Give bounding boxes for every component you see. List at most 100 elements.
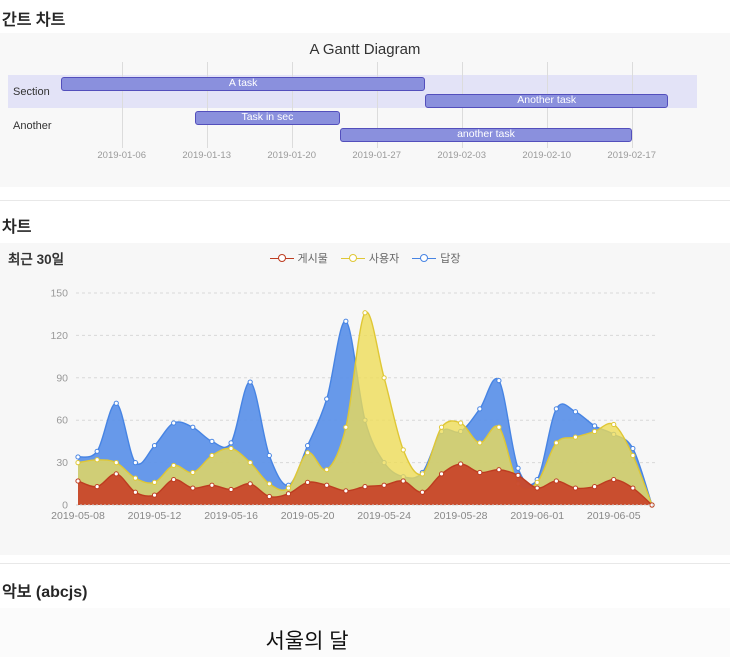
area-chart-svg: 0 30 60 90 120 150 2019-05-08 2019-05-12 2019-05…	[50, 288, 656, 522]
gantt-section-label: Section	[13, 85, 50, 98]
series-marker	[209, 438, 215, 444]
series-marker	[228, 486, 234, 493]
gantt-tick-label: 2019-02-10	[522, 150, 572, 161]
y-axis-label: 30	[56, 457, 68, 469]
y-axis-label: 60	[56, 415, 68, 427]
gantt-task-bar: Task in sec	[194, 111, 341, 125]
gantt-tick-label: 2019-01-13	[182, 150, 231, 161]
series-marker	[285, 491, 292, 497]
series-marker	[132, 460, 138, 466]
series-marker	[324, 482, 330, 488]
chart-section-heading: 차트	[2, 219, 32, 236]
series-marker	[94, 484, 100, 490]
gantt-task-bar: another task	[340, 128, 632, 142]
series-marker	[94, 448, 100, 454]
y-axis-label: 90	[56, 372, 68, 384]
series-marker	[477, 440, 483, 446]
series-marker	[247, 379, 253, 385]
series-marker	[400, 478, 406, 484]
legend-label: 사용자	[368, 253, 400, 265]
series-marker	[151, 443, 158, 449]
series-marker	[75, 478, 81, 484]
sheet-section-heading: 악보 (abcjs)	[2, 584, 88, 601]
series-marker	[553, 440, 559, 446]
series-marker	[75, 454, 81, 460]
series-marker	[630, 452, 636, 459]
series-marker	[515, 472, 521, 478]
series-marker	[458, 420, 464, 426]
series-marker	[304, 450, 311, 456]
legend-marker-icon	[269, 254, 294, 263]
legend-item-2[interactable]: 답장	[412, 250, 461, 266]
series-marker	[132, 475, 138, 481]
series-marker	[132, 489, 138, 495]
y-axis-label: 120	[50, 330, 68, 342]
series-marker	[113, 400, 119, 406]
series-marker	[209, 452, 215, 459]
legend-marker-icon	[412, 254, 437, 263]
series-marker	[458, 461, 464, 467]
series-marker	[419, 471, 425, 477]
series-marker	[228, 440, 234, 446]
chart-title: 최근 30일	[8, 252, 65, 267]
series-marker	[228, 445, 234, 452]
series-marker	[324, 396, 330, 402]
gantt-tick-label: 2019-01-20	[267, 150, 316, 161]
area-chart: 최근 30일 게시물 사용자 답장 0 30 60 90 120 150 2019-05-08 2…	[0, 243, 730, 555]
gantt-section-label: Another	[13, 119, 52, 132]
y-axis-label: 0	[62, 500, 68, 512]
gantt-tick-label: 2019-01-06	[97, 150, 146, 161]
series-marker	[247, 460, 253, 466]
series-marker	[438, 424, 445, 430]
sheet-music-title: 서울의 달	[265, 630, 349, 653]
series-marker	[171, 462, 177, 469]
series-marker	[190, 424, 196, 430]
series-marker	[343, 488, 349, 494]
series-marker	[630, 445, 636, 452]
series-marker	[190, 485, 196, 491]
series-marker	[515, 465, 521, 471]
legend-item-0[interactable]: 게시물	[269, 250, 328, 266]
series-marker	[591, 423, 598, 429]
x-axis-label: 2019-05-24	[357, 510, 411, 522]
series-marker	[362, 484, 368, 490]
series-marker	[591, 484, 598, 490]
gantt-grid-line	[291, 62, 293, 148]
legend-item-1[interactable]: 사용자	[340, 250, 400, 266]
series-marker	[611, 421, 617, 428]
series-marker	[190, 469, 196, 476]
series-marker	[553, 478, 559, 484]
series-marker	[151, 492, 158, 498]
gantt-task-bar: A task	[61, 77, 426, 91]
x-axis-label: 2019-05-08	[51, 510, 105, 522]
x-axis-label: 2019-05-28	[434, 510, 488, 522]
series-marker	[362, 310, 368, 316]
x-axis-label: 2019-05-16	[204, 510, 258, 522]
series-marker	[630, 485, 636, 491]
section-divider-2	[0, 563, 730, 564]
gantt-grid-line	[206, 62, 208, 148]
legend-marker-icon	[340, 254, 365, 263]
chart-legend: 게시물 사용자 답장	[0, 250, 730, 266]
series-marker	[591, 428, 598, 435]
series-marker	[113, 460, 119, 466]
gantt-grid-line	[376, 62, 378, 148]
series-marker	[304, 479, 311, 485]
series-marker	[572, 485, 579, 491]
gantt-tick-label: 2019-02-03	[437, 150, 487, 161]
series-marker	[534, 479, 540, 485]
series-marker	[94, 457, 100, 463]
series-marker	[419, 489, 425, 495]
x-axis-label: 2019-06-01	[510, 510, 564, 522]
series-marker	[343, 424, 349, 430]
series-marker	[209, 482, 215, 488]
series-marker	[247, 481, 253, 487]
series-marker	[572, 409, 579, 415]
series-marker	[304, 443, 311, 449]
gantt-task-bar: Another task	[425, 94, 669, 108]
series-marker	[477, 469, 483, 476]
series-marker	[266, 452, 272, 459]
series-marker	[171, 476, 177, 483]
series-marker	[381, 375, 387, 381]
